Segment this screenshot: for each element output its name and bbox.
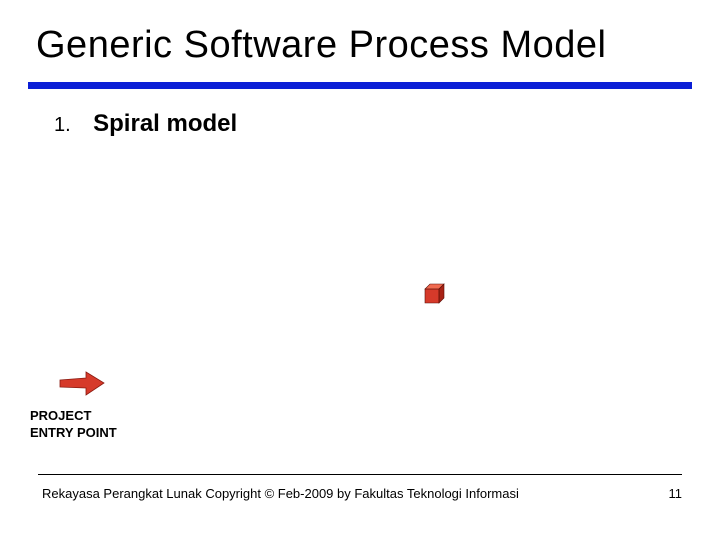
- cube-icon: [422, 282, 446, 306]
- slide: Generic Software Process Model 1. Spiral…: [0, 0, 720, 540]
- list-item: 1. Spiral model: [54, 110, 237, 138]
- slide-title: Generic Software Process Model: [36, 24, 606, 67]
- footer-text: Rekayasa Perangkat Lunak Copyright © Feb…: [42, 486, 519, 501]
- arrow-icon: [58, 370, 106, 398]
- slide-number: 11: [669, 486, 683, 501]
- footer-divider: [38, 474, 682, 475]
- title-underline: [28, 82, 692, 89]
- list-text: Spiral model: [93, 110, 237, 138]
- list-number: 1.: [54, 114, 71, 137]
- entry-point-label: PROJECTENTRY POINT: [30, 408, 117, 442]
